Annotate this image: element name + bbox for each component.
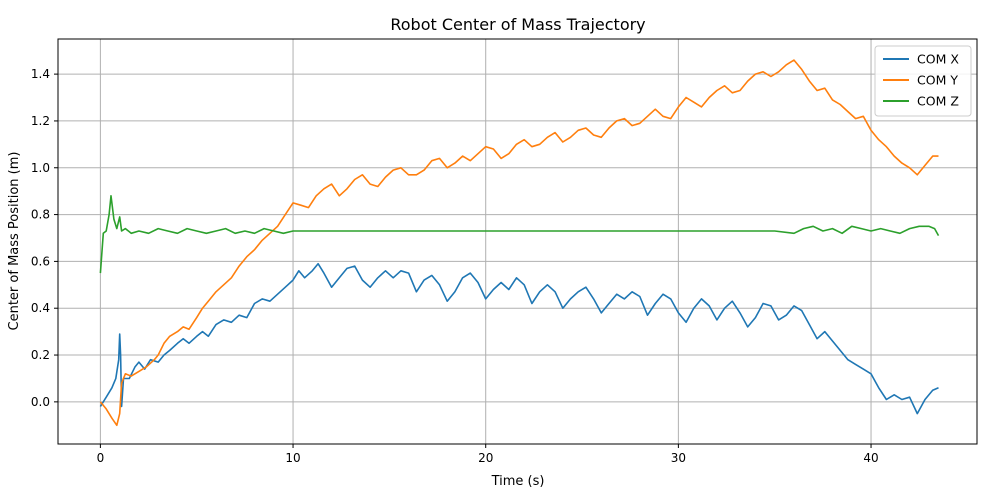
ticks: 0 10 20 30 40 0.0 0.2 0.4 0.6 0.8 1.0 1.2 1.4 bbox=[31, 67, 879, 465]
y-axis-label: Center of Mass Position (m) bbox=[7, 152, 22, 331]
y-tick-label: 0.4 bbox=[31, 301, 50, 315]
grid bbox=[58, 39, 977, 444]
x-tick-label: 30 bbox=[671, 451, 686, 465]
x-tick-label: 10 bbox=[285, 451, 300, 465]
chart-title: Robot Center of Mass Trajectory bbox=[390, 15, 645, 34]
x-tick-label: 40 bbox=[863, 451, 878, 465]
y-tick-label: 1.4 bbox=[31, 67, 50, 81]
legend-box bbox=[874, 45, 972, 117]
y-tick-label: 0.2 bbox=[31, 348, 50, 362]
y-tick-label: 0.0 bbox=[31, 395, 50, 409]
series-line-com-y bbox=[99, 59, 939, 427]
x-tick-label: 0 bbox=[97, 451, 105, 465]
y-tick-label: 1.2 bbox=[31, 114, 50, 128]
legend: COM X COM Y COM Z bbox=[874, 45, 972, 117]
series-line-com-x bbox=[99, 262, 939, 415]
x-tick-label: 20 bbox=[478, 451, 493, 465]
legend-label: COM X bbox=[917, 52, 959, 67]
series-line-com-z bbox=[99, 195, 940, 274]
legend-label: COM Z bbox=[917, 94, 959, 109]
series-lines bbox=[99, 59, 940, 427]
y-tick-label: 0.8 bbox=[31, 208, 50, 222]
legend-label: COM Y bbox=[917, 73, 958, 88]
x-axis-label: Time (s) bbox=[491, 474, 545, 489]
plot-frame bbox=[57, 38, 978, 445]
y-tick-label: 0.6 bbox=[31, 254, 50, 268]
y-tick-label: 1.0 bbox=[31, 161, 50, 175]
